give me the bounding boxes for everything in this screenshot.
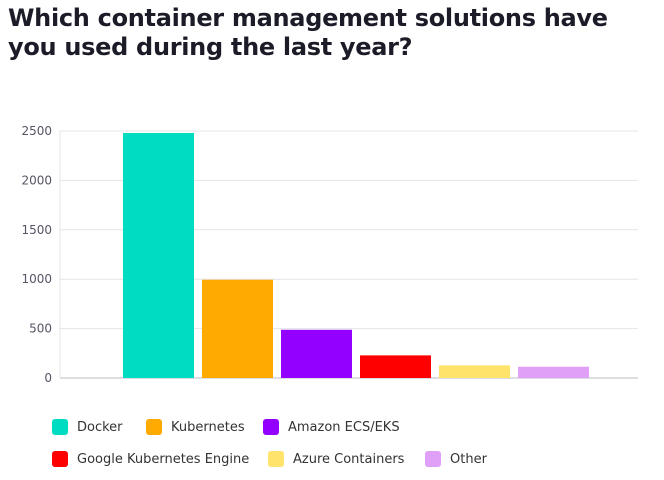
y-tick-label: 1000 bbox=[21, 272, 52, 286]
y-tick-label: 500 bbox=[29, 322, 52, 336]
legend-item[interactable]: Azure Containers bbox=[268, 451, 404, 467]
legend-swatch bbox=[263, 419, 279, 435]
legend-item[interactable]: Amazon ECS/EKS bbox=[263, 419, 400, 435]
bar-kubernetes[interactable] bbox=[202, 279, 273, 378]
bar-azure-containers[interactable] bbox=[439, 365, 510, 378]
bar-google-kubernetes-engine[interactable] bbox=[360, 355, 431, 378]
y-tick-label: 0 bbox=[44, 371, 52, 385]
chart-title: Which container management solutions hav… bbox=[8, 4, 608, 61]
legend-item[interactable]: Docker bbox=[52, 419, 123, 435]
legend-label: Docker bbox=[77, 419, 123, 435]
y-tick-label: 2000 bbox=[21, 173, 52, 187]
bar-other[interactable] bbox=[518, 366, 589, 378]
legend-item[interactable]: Google Kubernetes Engine bbox=[52, 451, 249, 467]
bar-amazon-ecs-eks[interactable] bbox=[281, 329, 352, 378]
bar-chart: 0 500 1000 1500 2000 2500 bbox=[21, 124, 638, 385]
legend-item[interactable]: Other bbox=[425, 451, 487, 467]
legend-label: Google Kubernetes Engine bbox=[77, 451, 250, 467]
legend-swatch bbox=[146, 419, 162, 435]
legend-label: Other bbox=[450, 451, 487, 467]
y-tick-label: 1500 bbox=[21, 223, 52, 237]
bar-docker[interactable] bbox=[123, 132, 194, 378]
legend-swatch bbox=[425, 451, 441, 467]
legend-label: Kubernetes bbox=[171, 419, 245, 435]
legend-swatch bbox=[52, 419, 68, 435]
legend-label: Amazon ECS/EKS bbox=[288, 419, 400, 435]
legend-item[interactable]: Kubernetes bbox=[146, 419, 245, 435]
legend-swatch bbox=[52, 451, 68, 467]
y-tick-label: 2500 bbox=[21, 124, 52, 138]
legend-swatch bbox=[268, 451, 284, 467]
legend-label: Azure Containers bbox=[293, 451, 405, 467]
